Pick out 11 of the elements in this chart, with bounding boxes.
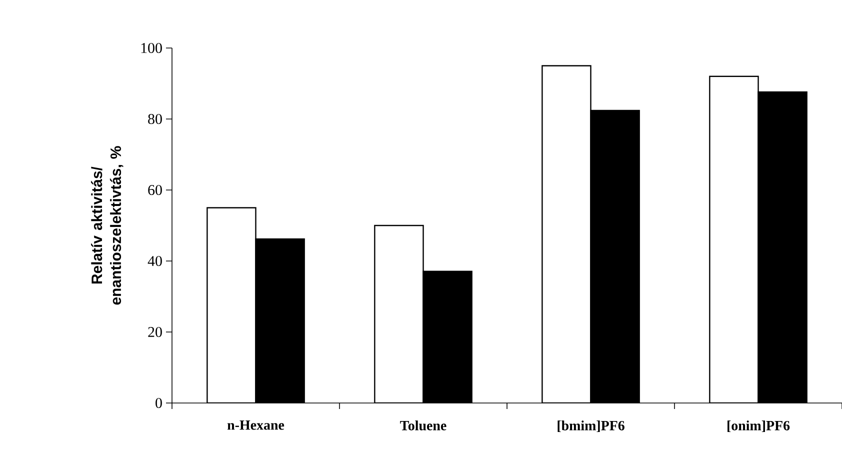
y-tick-label: 80 [148,114,162,124]
x-tick-label: n-Hexane [227,420,284,430]
y-tick-label: 100 [141,42,162,54]
y-axis-title: Relatív aktivitás/ enantioszelektivtás, % [91,146,124,305]
y-tick-label: 20 [148,326,162,338]
x-tick-label: Toluene [400,420,446,430]
x-tick-label: [onim]PF6 [728,420,790,432]
y-tick-label: 60 [148,184,162,196]
y-tick-label: 0 [156,398,162,408]
y-tick-label: 40 [148,256,162,266]
x-tick-label: [bmim]PF6 [558,420,624,432]
